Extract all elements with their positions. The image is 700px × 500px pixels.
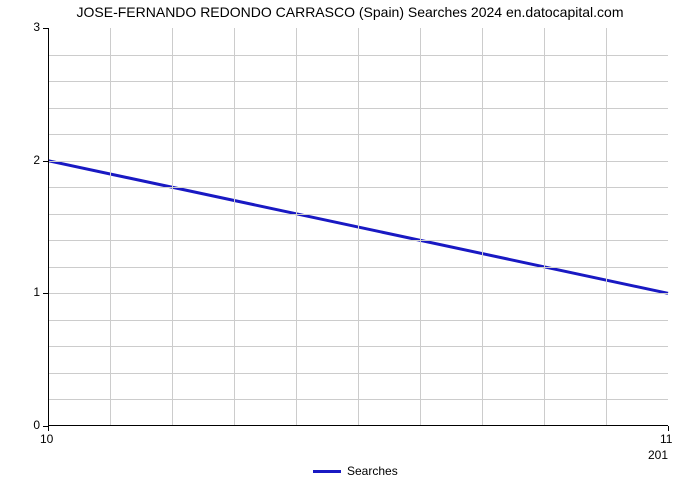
gridline-horizontal (48, 293, 668, 294)
gridline-vertical (544, 28, 545, 426)
y-axis-line (48, 28, 49, 426)
legend: Searches (313, 464, 398, 478)
gridline-vertical (110, 28, 111, 426)
gridline-vertical (172, 28, 173, 426)
x-tick-mark (48, 426, 49, 431)
x-tick-label: 10 (40, 432, 53, 446)
gridline-horizontal (48, 134, 668, 135)
x-tick-label: 11 (660, 432, 672, 446)
y-tick-label: 2 (33, 153, 40, 167)
gridline-vertical (606, 28, 607, 426)
x-tick-mark (668, 426, 669, 431)
x-axis-line (48, 425, 668, 426)
gridline-horizontal (48, 161, 668, 162)
gridline-horizontal (48, 399, 668, 400)
gridline-horizontal (48, 373, 668, 374)
gridline-horizontal (48, 187, 668, 188)
gridline-horizontal (48, 108, 668, 109)
y-tick-mark (43, 161, 48, 162)
gridline-vertical (420, 28, 421, 426)
plot-area (48, 28, 668, 426)
gridline-horizontal (48, 55, 668, 56)
y-tick-label: 0 (33, 418, 40, 432)
y-tick-mark (43, 28, 48, 29)
y-tick-label: 1 (33, 285, 40, 299)
gridline-horizontal (48, 240, 668, 241)
gridline-horizontal (48, 267, 668, 268)
legend-label: Searches (347, 464, 398, 478)
gridline-vertical (358, 28, 359, 426)
chart-container: JOSE-FERNANDO REDONDO CARRASCO (Spain) S… (0, 0, 700, 500)
chart-title: JOSE-FERNANDO REDONDO CARRASCO (Spain) S… (0, 4, 700, 20)
y-tick-mark (43, 293, 48, 294)
gridline-vertical (296, 28, 297, 426)
legend-swatch (313, 470, 341, 473)
gridline-horizontal (48, 81, 668, 82)
y-tick-label: 3 (33, 20, 40, 34)
gridline-vertical (234, 28, 235, 426)
gridline-horizontal (48, 214, 668, 215)
gridline-horizontal (48, 320, 668, 321)
gridline-vertical (482, 28, 483, 426)
gridline-horizontal (48, 346, 668, 347)
right-edge-label: 201 (648, 448, 668, 462)
